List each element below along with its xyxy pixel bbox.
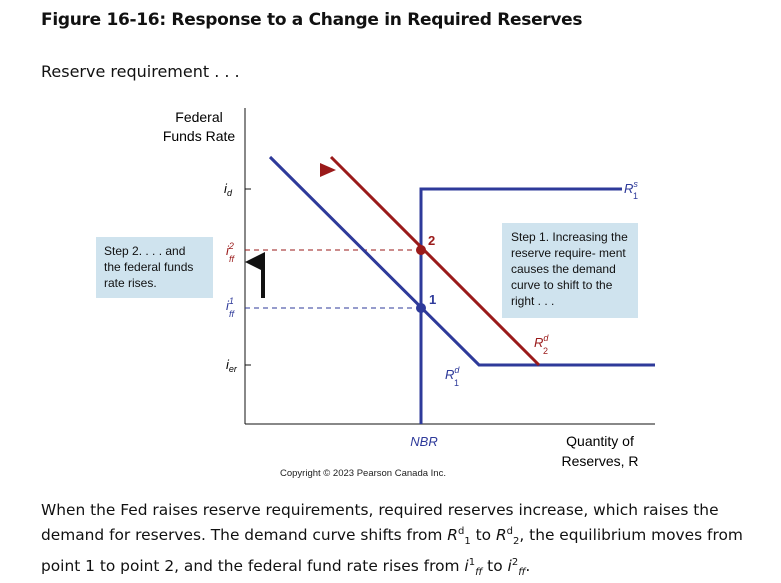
demand-curve-rd1 <box>268 155 655 367</box>
x-axis-label-line1: Quantity of <box>566 433 634 449</box>
point-1-label: 1 <box>429 292 436 307</box>
label-i-ff1-sub: ff <box>229 309 236 319</box>
demand-curve-rd2 <box>329 155 541 367</box>
supply-curve-rs1 <box>419 187 622 424</box>
label-rd2: Rd <box>534 333 549 350</box>
label-rd2-sub: 2 <box>543 346 548 356</box>
label-rd1: Rd <box>445 365 460 382</box>
copyright: Copyright © 2023 Pearson Canada Inc. <box>280 468 446 479</box>
equilibrium-point-2 <box>416 245 426 255</box>
callout-step-2: Step 2. . . . and the federal funds rate… <box>96 237 213 298</box>
shift-arrow-head <box>320 163 336 177</box>
equilibrium-point-1 <box>416 303 426 313</box>
label-rs1: Rs <box>624 179 638 196</box>
subheading: Reserve requirement . . . <box>41 62 240 81</box>
label-i-ff2: i2 <box>226 241 234 258</box>
callout-step-1: Step 1. Increasing the reserve require- … <box>502 223 638 318</box>
x-axis-label-line2: Reserves, R <box>561 453 638 469</box>
figure-caption: When the Fed raises reserve requirements… <box>41 501 743 579</box>
label-i-er: ier <box>226 357 238 374</box>
y-axis-label-line2: Funds Rate <box>163 128 236 144</box>
y-axis-label-line1: Federal <box>175 109 222 125</box>
label-i-ff2-sub: ff <box>229 254 236 264</box>
point-2-label: 2 <box>428 233 435 248</box>
label-rd1-sub: 1 <box>454 378 459 388</box>
label-rs1-sub: 1 <box>633 191 638 201</box>
label-i-ff1: i1 <box>226 296 234 313</box>
reserves-market-diagram: Federal Funds Rate Quantity of Reserves,… <box>163 108 655 479</box>
figure-title: Figure 16-16: Response to a Change in Re… <box>41 10 583 30</box>
label-nbr: NBR <box>410 434 437 449</box>
label-i-d: id <box>224 181 233 198</box>
